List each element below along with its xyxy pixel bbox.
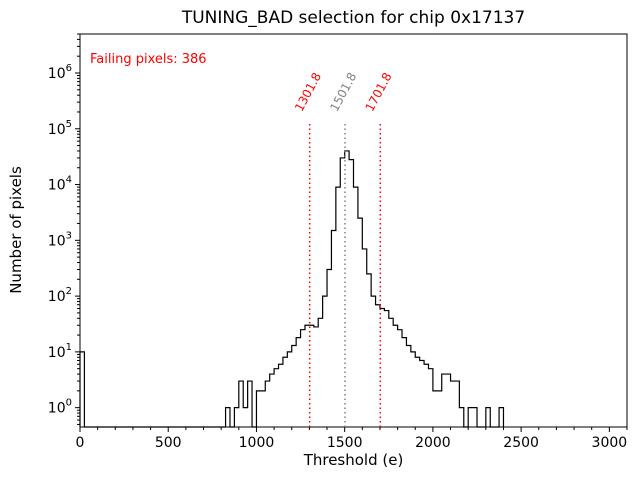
chart-title: TUNING_BAD selection for chip 0x17137 bbox=[181, 8, 526, 28]
y-tick-label: 104 bbox=[48, 175, 72, 194]
vline-label: 1301.8 bbox=[292, 70, 324, 114]
x-tick-label: 3000 bbox=[592, 435, 628, 451]
failing-pixels-annotation: Failing pixels: 386 bbox=[90, 52, 207, 67]
x-tick-label: 2500 bbox=[503, 435, 539, 451]
y-tick-label: 102 bbox=[48, 286, 72, 305]
y-tick-label: 100 bbox=[48, 398, 72, 417]
y-tick-label: 101 bbox=[48, 342, 72, 361]
x-tick-label: 2000 bbox=[415, 435, 451, 451]
y-tick-label: 103 bbox=[48, 230, 72, 249]
axes-frame bbox=[79, 33, 628, 428]
x-tick-label: 500 bbox=[155, 435, 182, 451]
vline-label: 1701.8 bbox=[363, 70, 395, 114]
x-tick-label: 1500 bbox=[327, 435, 363, 451]
vline-label: 1501.8 bbox=[327, 70, 359, 114]
y-tick-label: 106 bbox=[48, 63, 72, 82]
y-tick-label: 105 bbox=[48, 119, 72, 138]
x-tick-label: 0 bbox=[76, 435, 85, 451]
x-axis-label: Threshold (e) bbox=[303, 451, 404, 469]
histogram-outline bbox=[79, 150, 505, 428]
x-tick-label: 1000 bbox=[239, 435, 275, 451]
